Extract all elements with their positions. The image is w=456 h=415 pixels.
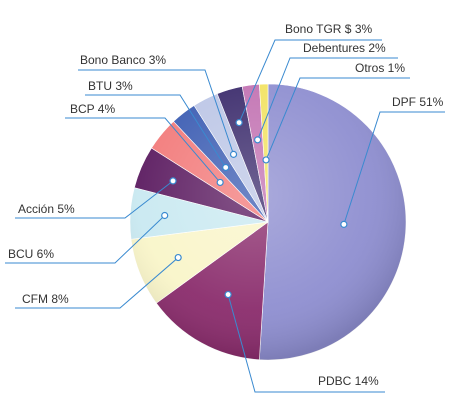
leader-line bbox=[78, 69, 235, 155]
data-label: BCP 4% bbox=[70, 102, 115, 116]
label-dot bbox=[229, 150, 238, 158]
label-dot bbox=[235, 119, 243, 127]
label-dot bbox=[262, 156, 270, 164]
leader-line bbox=[65, 117, 221, 183]
labels: DPF 51% PDBC 14% CFM 8% BCU 6% Acción 5% BCP … bbox=[5, 22, 445, 393]
label-dot bbox=[174, 253, 182, 262]
data-label: PDBC 14% bbox=[318, 374, 379, 388]
data-label: Otros 1% bbox=[355, 61, 405, 75]
data-label: BTU 3% bbox=[88, 79, 133, 93]
label-dot bbox=[254, 136, 262, 144]
label-dot bbox=[169, 177, 177, 185]
data-label: CFM 8% bbox=[22, 292, 69, 306]
leader-line bbox=[238, 39, 382, 123]
leader-line bbox=[5, 215, 166, 264]
data-label: BCU 6% bbox=[8, 247, 54, 261]
label-dot bbox=[161, 211, 169, 220]
label-dot bbox=[340, 220, 348, 228]
pie-slice bbox=[259, 83, 407, 361]
leader-line bbox=[85, 94, 227, 168]
label-dot bbox=[216, 178, 224, 187]
data-label: Bono TGR $ 3% bbox=[285, 22, 372, 36]
data-label: Acción 5% bbox=[18, 202, 75, 216]
label-dot bbox=[224, 290, 232, 299]
data-label: DPF 51% bbox=[392, 95, 444, 109]
data-label: Debentures 2% bbox=[303, 41, 386, 55]
leader-line bbox=[15, 180, 174, 219]
leader-line bbox=[343, 111, 445, 225]
label-dot bbox=[222, 163, 230, 172]
data-label: Bono Banco 3% bbox=[80, 53, 166, 67]
leader-line bbox=[15, 257, 179, 309]
leader-line bbox=[257, 57, 398, 141]
leader-line bbox=[227, 294, 385, 393]
leader-line bbox=[265, 77, 410, 161]
